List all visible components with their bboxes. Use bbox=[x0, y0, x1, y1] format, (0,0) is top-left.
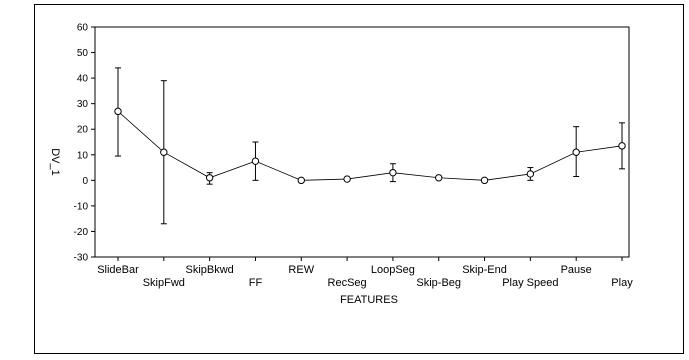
error-bars bbox=[115, 67, 625, 225]
x-tick-label: SlideBar bbox=[97, 264, 139, 276]
x-tick-label: SkipFwd bbox=[143, 277, 185, 289]
plot-area-border bbox=[94, 26, 630, 258]
y-tick-label: -30 bbox=[74, 253, 89, 264]
data-point bbox=[343, 175, 351, 183]
y-axis-ticks: 60 50 40 30 20 10 0 -10 -20 -30 bbox=[74, 23, 95, 264]
y-tick-label: 20 bbox=[77, 125, 89, 136]
data-point bbox=[114, 107, 122, 116]
data-point bbox=[205, 174, 214, 182]
data-point bbox=[435, 174, 443, 182]
x-tick-label: FF bbox=[249, 277, 263, 289]
data-point bbox=[297, 176, 305, 185]
data-point bbox=[480, 176, 489, 185]
x-tick-label: REW bbox=[288, 264, 314, 276]
x-tick-label: LoopSeg bbox=[371, 264, 415, 276]
x-tick-label: Skip-End bbox=[462, 264, 507, 276]
series-points bbox=[114, 107, 626, 185]
axes bbox=[94, 26, 630, 258]
x-tick-label: Play bbox=[611, 277, 633, 289]
y-tick-label: 30 bbox=[77, 99, 89, 110]
data-point bbox=[526, 170, 535, 178]
y-axis-label: DV_1 bbox=[49, 148, 61, 176]
series-line bbox=[117, 111, 623, 181]
chart-frame: 60 50 40 30 20 10 0 -10 -20 -30 SlideBar SkipFwd Sk… bbox=[34, 4, 684, 354]
data-point bbox=[251, 157, 260, 165]
y-tick-label: 40 bbox=[77, 74, 89, 85]
series-polyline bbox=[117, 111, 623, 181]
data-point bbox=[572, 148, 580, 156]
y-tick-label: -10 bbox=[74, 201, 89, 212]
x-axis-label: FEATURES bbox=[340, 294, 398, 306]
x-tick-label: Pause bbox=[561, 264, 592, 276]
x-tick-label: Skip-Beg bbox=[416, 277, 461, 289]
x-tick-label: RecSeg bbox=[328, 277, 367, 289]
data-point bbox=[160, 148, 168, 156]
y-tick-label: 60 bbox=[77, 23, 89, 34]
x-tick-label: Play Speed bbox=[502, 277, 558, 289]
y-tick-label: 50 bbox=[77, 48, 89, 59]
data-point bbox=[389, 168, 397, 177]
y-tick-label: 0 bbox=[82, 176, 88, 187]
y-tick-label: -20 bbox=[74, 227, 89, 238]
data-point bbox=[618, 142, 626, 150]
y-tick-label: 10 bbox=[77, 150, 89, 161]
x-tick-label: SkipBkwd bbox=[185, 264, 233, 276]
